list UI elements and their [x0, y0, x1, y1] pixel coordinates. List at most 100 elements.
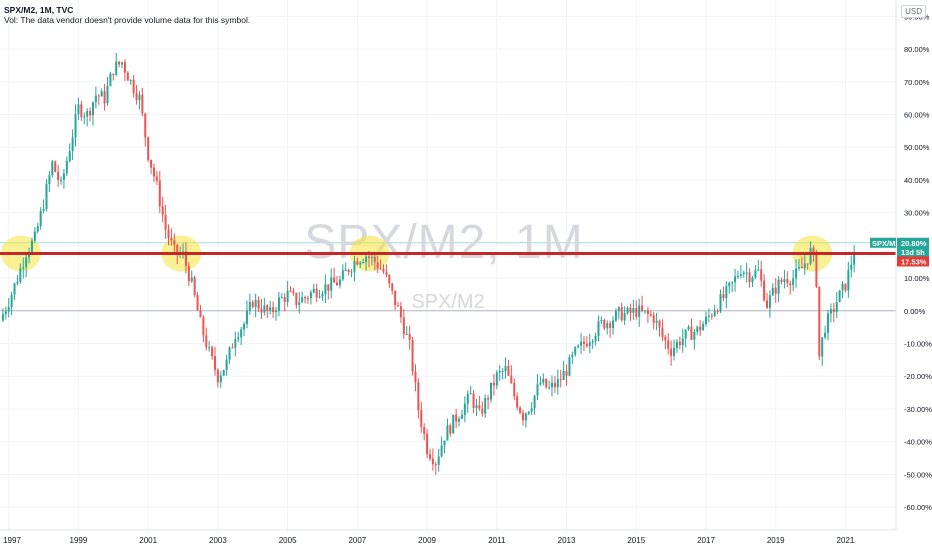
candle-body	[585, 343, 588, 347]
candle-body	[74, 114, 77, 138]
candle-body	[257, 299, 260, 309]
candle-body	[196, 295, 199, 311]
candle-body	[417, 382, 420, 411]
candle-body	[835, 302, 838, 312]
candle-body	[548, 387, 551, 389]
candle-body	[135, 92, 138, 100]
candle-body	[667, 340, 670, 349]
candle-body	[617, 307, 620, 311]
candle-body	[54, 161, 57, 172]
candle-body	[370, 257, 373, 259]
candle-body	[568, 357, 571, 376]
candle-body	[780, 279, 783, 282]
candle-body	[65, 161, 68, 174]
candle-body	[693, 331, 696, 340]
candle-body	[623, 312, 626, 321]
candle-body	[771, 287, 774, 296]
price-axis-label: 80.00%	[904, 45, 930, 54]
candle-body	[176, 244, 179, 254]
candle-body	[594, 336, 597, 342]
candle-body	[803, 263, 806, 269]
candle-body	[426, 433, 429, 455]
currency-badge[interactable]: USD	[901, 5, 926, 18]
candle-body	[681, 338, 684, 346]
candle-body	[141, 94, 144, 114]
candle-body	[245, 310, 248, 325]
time-axis-label: 2009	[418, 536, 436, 545]
candle-body	[115, 61, 118, 75]
candle-body	[789, 283, 792, 286]
candle-body	[68, 151, 71, 162]
candle-body	[603, 320, 606, 329]
candle-body	[434, 464, 437, 466]
candle-body	[696, 326, 699, 332]
candle-body	[36, 226, 39, 232]
candle-body	[577, 345, 580, 348]
candle-body	[707, 315, 710, 317]
price-axis-label: 60.00%	[904, 111, 930, 120]
watermark-sub: SPX/M2	[411, 291, 484, 313]
time-axis-label: 1999	[70, 536, 88, 545]
candle-body	[1, 314, 4, 321]
price-axis-label: -30.00%	[904, 405, 932, 414]
candle-body	[222, 370, 225, 376]
candle-body	[460, 414, 463, 419]
candle-body	[295, 293, 298, 305]
candle-body	[716, 311, 719, 313]
candle-body	[362, 261, 365, 263]
price-axis-label: 50.00%	[904, 143, 930, 152]
candle-body	[225, 359, 228, 371]
candle-body	[301, 297, 304, 303]
candle-body	[152, 167, 155, 177]
candle-body	[336, 282, 339, 286]
price-axis-label: -60.00%	[904, 503, 932, 512]
candle-body	[489, 382, 493, 400]
candle-body	[266, 305, 269, 311]
candle-body	[670, 348, 673, 356]
candle-body	[652, 315, 655, 323]
candle-body	[298, 302, 301, 305]
candle-body	[719, 294, 722, 312]
candle-body	[440, 445, 443, 457]
candle-body	[344, 269, 347, 271]
candle-body	[524, 413, 527, 421]
candle-body	[458, 418, 461, 422]
candle-body	[646, 310, 649, 314]
candle-body	[452, 414, 455, 434]
candle-body	[838, 290, 841, 303]
candle-body	[341, 270, 344, 280]
candle-body	[431, 458, 434, 465]
candle-body	[231, 347, 234, 349]
candle-body	[620, 307, 623, 321]
candle-body	[315, 288, 318, 298]
candle-body	[559, 379, 562, 381]
time-axis[interactable]: 1997 1999 2001 2003 2005 2007 2009 2011 2013 2015…	[3, 536, 855, 545]
candle-body	[710, 315, 713, 317]
candle-body	[48, 175, 51, 185]
symbol-title[interactable]: SPX/M2, 1M, TVC	[4, 5, 74, 15]
price-axis-label: -10.00%	[904, 340, 932, 349]
candle-body	[536, 384, 539, 396]
candle-body	[556, 379, 559, 388]
candle-body	[7, 307, 10, 312]
candle-body	[571, 354, 574, 358]
candle-body	[208, 347, 211, 349]
candle-body	[306, 298, 309, 300]
candle-body	[551, 382, 554, 388]
candle-body	[318, 296, 321, 298]
candle-body	[629, 307, 632, 313]
candle-body	[42, 209, 45, 211]
candle-body	[347, 269, 350, 273]
candle-body	[359, 262, 362, 265]
candle-body	[690, 326, 693, 340]
candle-body	[62, 173, 65, 180]
candle-body	[754, 270, 757, 278]
candle-body	[815, 252, 818, 287]
candle-body	[428, 454, 431, 459]
candle-body	[275, 310, 278, 313]
candle-body	[385, 271, 388, 276]
level-tag	[897, 256, 929, 267]
candle-body	[763, 280, 766, 301]
